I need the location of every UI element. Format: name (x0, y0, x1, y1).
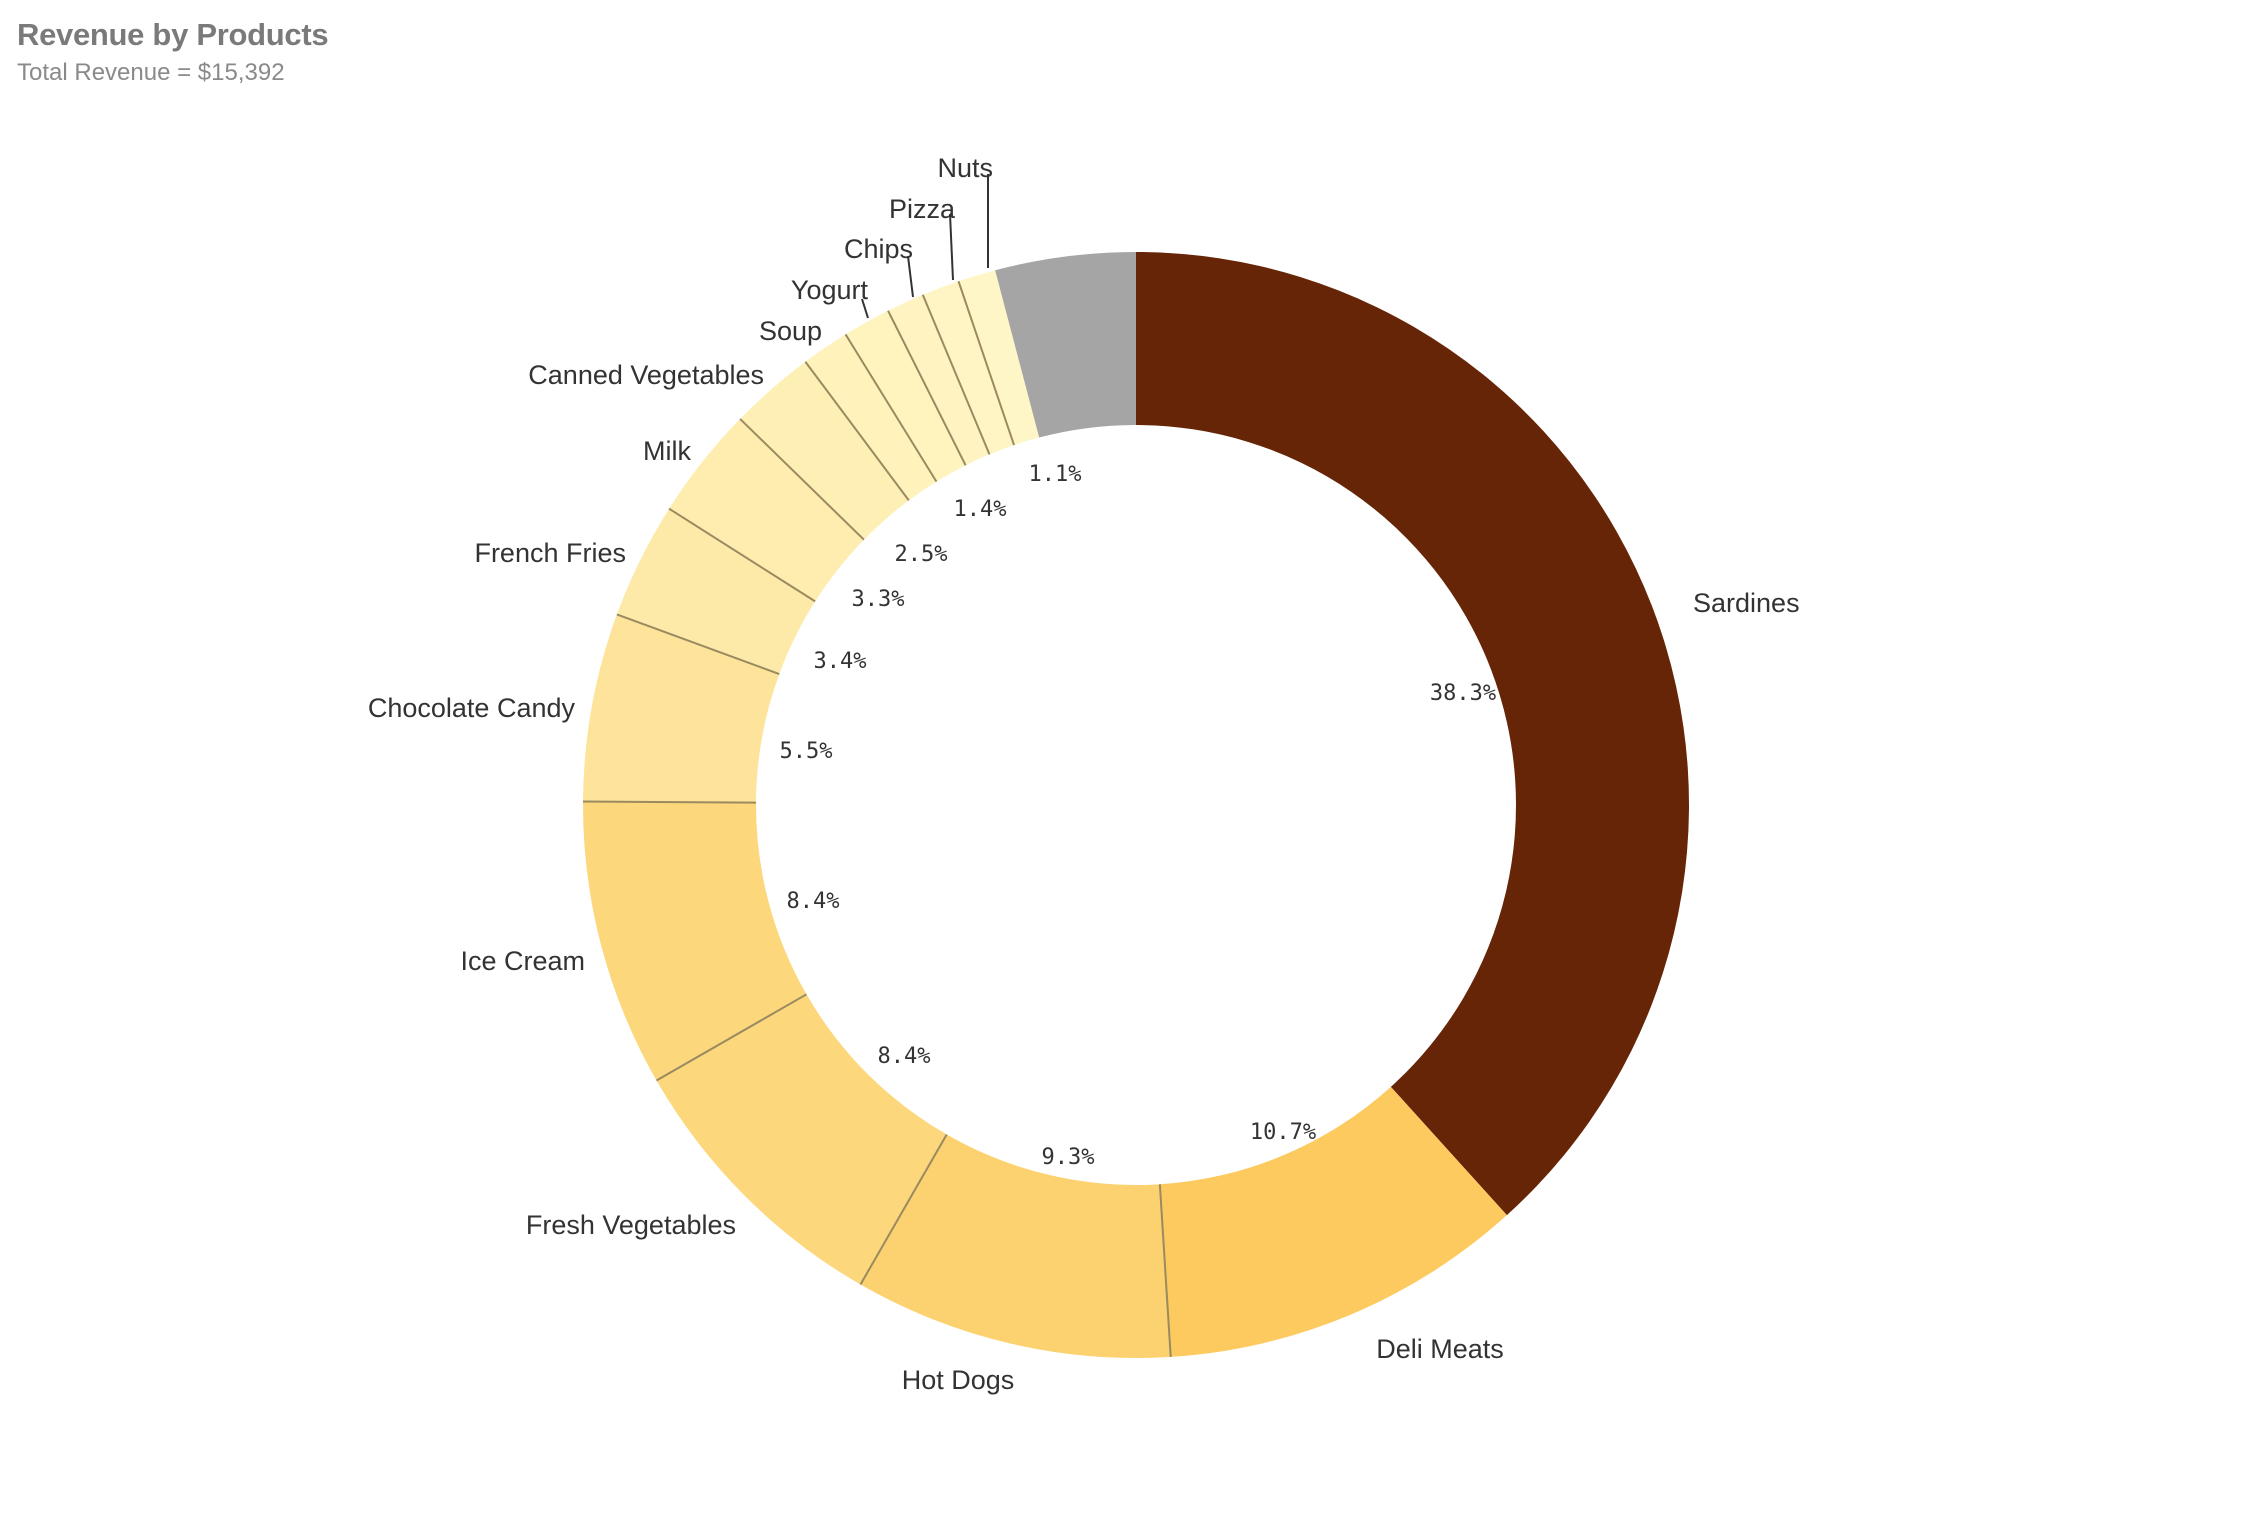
slice-ice-cream[interactable] (583, 801, 807, 1081)
category-label-hot-dogs: Hot Dogs (902, 1365, 1015, 1395)
percent-label-nuts: 1.1% (1029, 462, 1082, 487)
percent-labels: 38.3%10.7%9.3%8.4%8.4%5.5%3.4%3.3%2.5%1.… (780, 462, 1497, 1170)
category-label-french-fries: French Fries (474, 538, 626, 568)
category-label-milk: Milk (643, 436, 691, 466)
slice-fresh-vegetables[interactable] (656, 994, 947, 1285)
leader-line-pizza (949, 213, 954, 281)
slice-milk[interactable] (669, 418, 864, 602)
slice-divider (739, 418, 865, 541)
slice-divider (616, 613, 780, 675)
category-label-chocolate-candy: Chocolate Candy (368, 693, 576, 723)
category-label-ice-cream: Ice Cream (460, 946, 585, 976)
category-label-yogurt: Yogurt (791, 275, 869, 305)
leader-line-chips (907, 255, 914, 298)
percent-label-soup: 1.4% (954, 497, 1007, 522)
percent-label-french-fries: 3.4% (814, 649, 867, 674)
slice-divider (887, 310, 967, 466)
slice-divider (656, 993, 808, 1082)
percent-label-ice-cream: 8.4% (787, 889, 840, 914)
category-label-chips: Chips (844, 234, 913, 264)
category-label-canned-vegetables: Canned Vegetables (528, 360, 764, 390)
slice-sardines[interactable] (1136, 252, 1690, 1216)
slice-soup[interactable] (805, 334, 937, 501)
slice-deli-meats[interactable] (1159, 1086, 1507, 1357)
donut-slices (583, 252, 1690, 1358)
percent-label-sardines: 38.3% (1430, 681, 1496, 706)
slice-divider (804, 361, 910, 502)
category-labels: Sardines Deli Meats Hot Dogs Fresh Vegetabl… (368, 153, 1800, 1395)
percent-label-deli-meats: 10.7% (1250, 1120, 1316, 1145)
slice-divider (583, 800, 757, 804)
slice-divider (668, 507, 816, 603)
chart-title: Revenue by Products (17, 17, 329, 52)
category-label-soup: Soup (759, 316, 822, 346)
percent-label-hot-dogs: 9.3% (1042, 1145, 1095, 1170)
category-label-deli-meats: Deli Meats (1376, 1334, 1504, 1364)
slice-canned-vegetables[interactable] (740, 361, 909, 540)
slice-hot-dogs[interactable] (860, 1134, 1171, 1358)
category-label-fresh-vegetables: Fresh Vegetables (526, 1210, 736, 1240)
slice-french-fries[interactable] (616, 508, 816, 675)
slice-divider (1158, 1184, 1172, 1357)
slice-chips[interactable] (888, 294, 990, 466)
slice-yogurt[interactable] (845, 310, 966, 482)
chart-subtitle: Total Revenue = $15,392 (17, 59, 285, 86)
slice-divider (921, 294, 991, 455)
chart-header: Revenue by Products Total Revenue = $15,… (17, 14, 329, 90)
percent-label-chocolate-candy: 5.5% (780, 739, 833, 764)
leader-line-yogurt (861, 298, 869, 319)
percent-label-milk: 3.3% (852, 587, 905, 612)
category-label-nuts: Nuts (937, 153, 993, 183)
slice-divider (844, 333, 938, 483)
percent-label-fresh-vegetables: 8.4% (878, 1044, 931, 1069)
slice-divider (957, 280, 1015, 446)
category-label-sardines: Sardines (1693, 588, 1800, 618)
slice-divider (859, 1133, 948, 1285)
percent-label-canned-vegetables: 2.5% (895, 542, 948, 567)
slice-others[interactable] (995, 252, 1136, 438)
category-label-pizza: Pizza (889, 194, 956, 224)
slice-chocolate-candy[interactable] (583, 614, 780, 803)
slice-nuts[interactable] (958, 270, 1040, 446)
slice-pizza[interactable] (922, 281, 1015, 455)
